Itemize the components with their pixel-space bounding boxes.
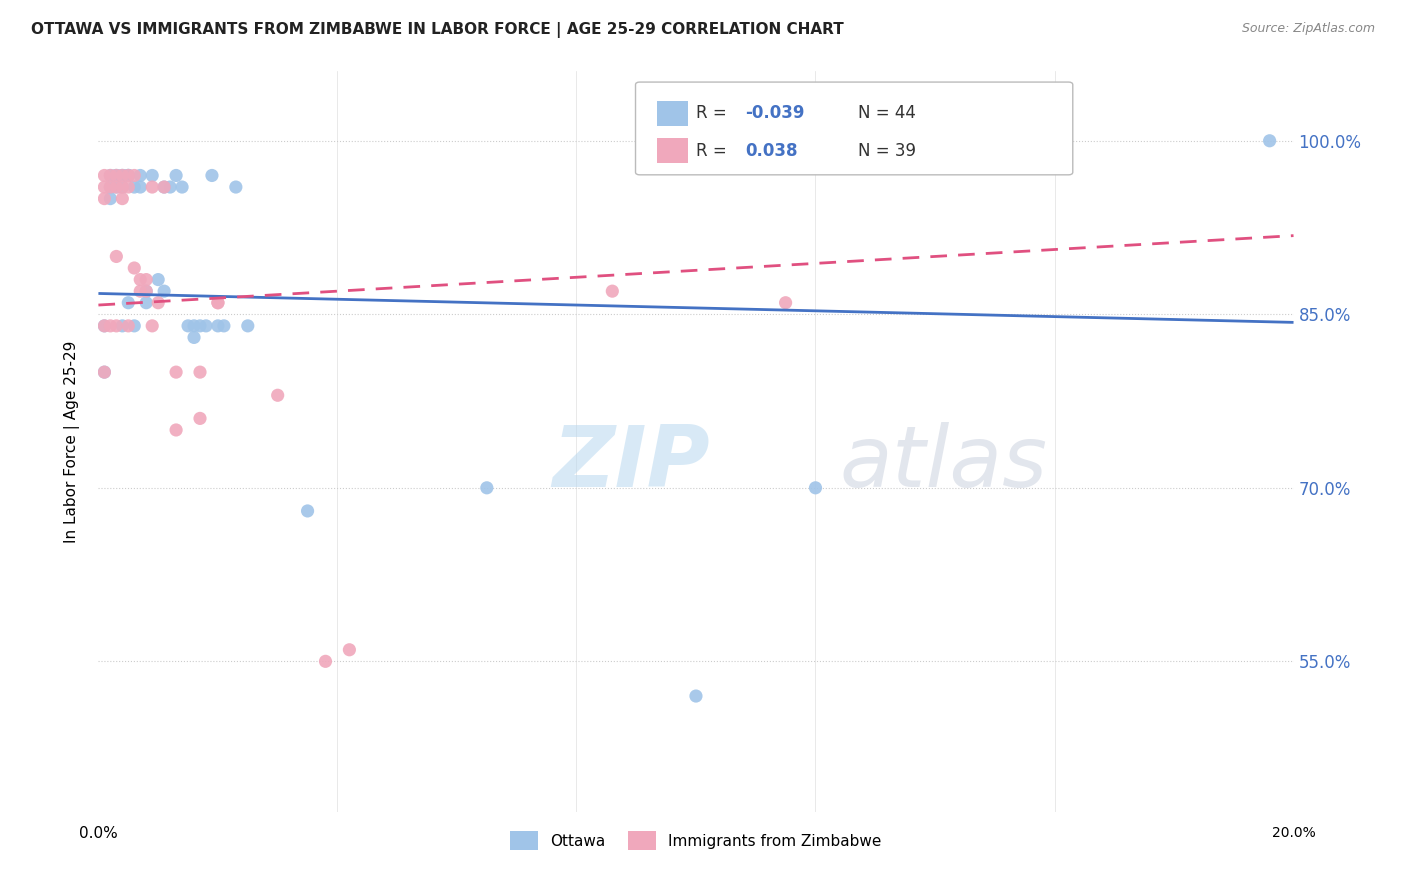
Text: R =: R = [696,142,737,160]
Point [93,365,115,379]
Point [1258,134,1281,148]
Point [225,180,247,194]
Point [124,318,146,333]
Point [207,295,229,310]
Point [207,295,229,310]
Point [98,180,122,194]
Point [188,365,211,379]
Point [105,169,128,183]
Point [111,169,134,183]
Point [804,481,827,495]
Text: atlas: atlas [839,422,1047,505]
Point [775,295,797,310]
Point [111,169,134,183]
Point [93,365,115,379]
Point [141,318,163,333]
Point [117,169,139,183]
Point [98,318,122,333]
Point [105,180,128,194]
Point [475,481,498,495]
Point [188,318,211,333]
Text: R =: R = [696,104,733,122]
Text: ZIP: ZIP [553,422,710,505]
Point [148,295,170,310]
Point [153,180,176,194]
Point [124,169,146,183]
Point [124,260,146,275]
Point [93,169,115,183]
Point [207,318,229,333]
Point [93,192,115,206]
Point [105,169,128,183]
Point [201,169,224,183]
Point [685,689,707,703]
Point [165,169,187,183]
Point [117,169,139,183]
Text: 0.0%: 0.0% [79,826,118,840]
Point [183,318,205,333]
Point [98,169,122,183]
Point [111,192,134,206]
Point [93,318,115,333]
Point [339,642,361,657]
Point [117,318,139,333]
Point [117,169,139,183]
Point [129,272,152,286]
Point [98,169,122,183]
Point [135,295,157,310]
Point [195,318,218,333]
Point [267,388,290,402]
Point [105,318,128,333]
Point [141,180,163,194]
Point [165,423,187,437]
Point [117,295,139,310]
Point [93,318,115,333]
Point [105,169,128,183]
Point [188,411,211,425]
Legend: Ottawa, Immigrants from Zimbabwe: Ottawa, Immigrants from Zimbabwe [505,825,887,856]
Point [111,180,134,194]
Point [177,318,200,333]
Point [135,272,157,286]
Point [117,180,139,194]
Text: -0.039: -0.039 [745,104,804,122]
Text: 20.0%: 20.0% [1271,826,1316,839]
Point [153,180,176,194]
Point [148,272,170,286]
Point [135,284,157,298]
Point [315,654,337,668]
Point [117,169,139,183]
Point [98,192,122,206]
Point [98,180,122,194]
Point [297,504,319,518]
Point [236,318,259,333]
Point [153,284,176,298]
Text: Source: ZipAtlas.com: Source: ZipAtlas.com [1241,22,1375,36]
Point [111,169,134,183]
Point [183,330,205,344]
Point [129,180,152,194]
Point [165,365,187,379]
Y-axis label: In Labor Force | Age 25-29: In Labor Force | Age 25-29 [63,341,80,542]
Point [212,318,235,333]
Point [111,318,134,333]
Point [105,250,128,264]
Point [129,284,152,298]
Text: 0.038: 0.038 [745,142,797,160]
Point [159,180,181,194]
Point [129,169,152,183]
Point [93,180,115,194]
Point [141,169,163,183]
Point [105,180,128,194]
Point [124,180,146,194]
Point [111,180,134,194]
Point [172,180,194,194]
Point [135,284,157,298]
Text: OTTAWA VS IMMIGRANTS FROM ZIMBABWE IN LABOR FORCE | AGE 25-29 CORRELATION CHART: OTTAWA VS IMMIGRANTS FROM ZIMBABWE IN LA… [31,22,844,38]
Point [602,284,624,298]
Text: N = 44: N = 44 [858,104,915,122]
Text: N = 39: N = 39 [858,142,915,160]
